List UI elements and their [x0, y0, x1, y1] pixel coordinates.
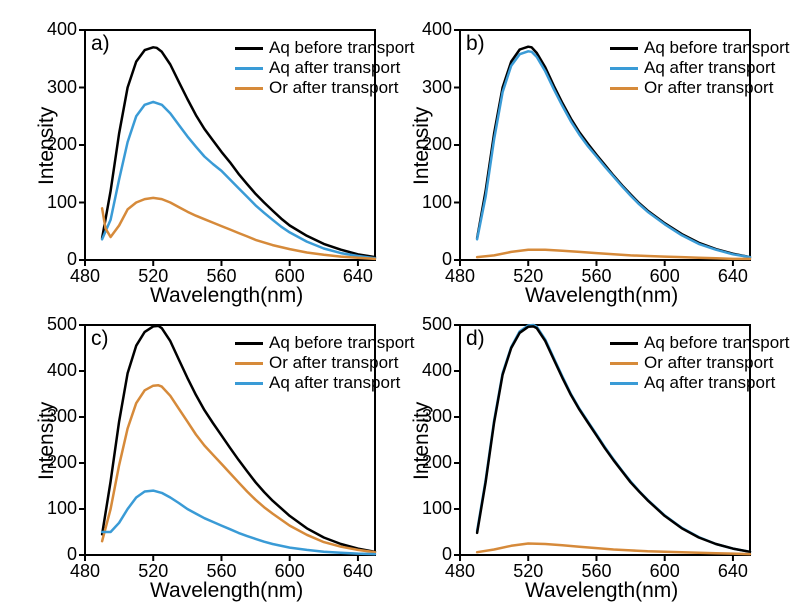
legend-label: Or after transport — [644, 353, 773, 373]
legend-swatch — [610, 342, 638, 345]
panel-d-plot — [0, 0, 800, 602]
legend-item: Aq before transport — [610, 333, 790, 353]
series-line — [477, 544, 750, 555]
xtick-label: 640 — [713, 561, 753, 582]
panel-d: 4805205606006400100200300400500Wavelengt… — [0, 0, 800, 602]
ytick-label: 100 — [422, 498, 452, 519]
legend-item: Or after transport — [610, 353, 790, 373]
legend-label: Aq after transport — [644, 373, 775, 393]
legend-swatch — [610, 362, 638, 365]
xlabel: Wavelength(nm) — [525, 579, 678, 603]
panel-letter: d) — [466, 327, 485, 351]
legend-item: Aq after transport — [610, 373, 790, 393]
figure: 4805205606006400100200300400Wavelength(n… — [0, 0, 800, 602]
legend-swatch — [610, 382, 638, 385]
legend-label: Aq before transport — [644, 333, 790, 353]
ytick-label: 500 — [422, 314, 452, 335]
legend: Aq before transportOr after transportAq … — [610, 333, 790, 393]
ylabel: Intensity — [410, 402, 434, 480]
ytick-label: 0 — [442, 544, 452, 565]
ytick-label: 400 — [422, 360, 452, 381]
